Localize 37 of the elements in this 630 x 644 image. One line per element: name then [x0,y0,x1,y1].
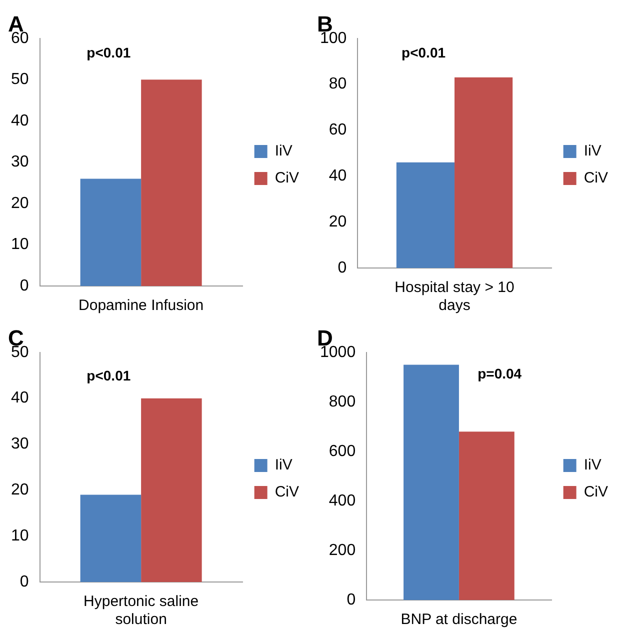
x-tick-label: Dopamine Infusion [78,297,204,314]
y-tick-label: 40 [11,112,29,130]
annotation: p<0.01 [86,44,131,60]
y-tick-label: 50 [11,71,29,88]
legend-label: CiV [584,170,608,187]
y-tick-label: 0 [20,277,29,294]
y-tick-label: 200 [328,542,356,559]
y-tick-label: 30 [11,436,29,453]
x-tick-label: BNP at discharge [400,611,518,628]
legend-label: IiV [584,456,602,474]
y-tick-label: 10 [11,236,29,254]
y-tick-label: 0 [338,259,347,276]
y-tick-label: 20 [11,194,29,212]
legend-label: IiV [584,142,602,160]
annotation: p<0.01 [402,44,446,60]
y-tick-label: 600 [328,442,356,460]
annotation: p<0.01 [86,367,131,384]
y-tick-label: 400 [328,492,356,510]
x-tick-label: Hospital stay > 10 days [394,279,514,314]
y-tick-label: 800 [328,393,356,410]
y-tick-label: 0 [346,591,356,608]
y-tick-label: 60 [328,122,347,139]
y-tick-label: 30 [11,154,29,171]
y-tick-label: 10 [11,527,29,544]
legend-label: IiV [274,456,292,474]
y-tick-label: 40 [328,168,347,185]
legend-label: CiV [274,170,299,187]
y-tick-label: 20 [328,213,347,230]
annotation: p=0.04 [478,365,522,382]
y-tick-label: 40 [11,390,29,407]
x-tick-label: Hypertonic saline solution [84,593,199,628]
legend-label: IiV [274,142,292,160]
legend-label: CiV [274,484,299,501]
y-tick-label: 20 [11,482,29,499]
y-tick-label: 0 [20,573,29,590]
y-tick-label: 80 [328,76,347,93]
legend-label: CiV [584,484,608,501]
